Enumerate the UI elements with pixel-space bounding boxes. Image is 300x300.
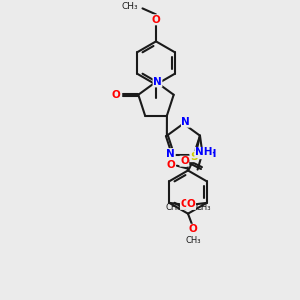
Text: O: O <box>187 200 196 209</box>
Text: O: O <box>188 224 197 234</box>
Text: CH₃: CH₃ <box>165 203 181 212</box>
Text: NH: NH <box>195 148 212 158</box>
Text: O: O <box>152 15 160 25</box>
Text: CH₃: CH₃ <box>185 236 201 245</box>
Text: O: O <box>181 200 189 209</box>
Text: N: N <box>182 117 190 127</box>
Text: N: N <box>167 148 175 159</box>
Text: S: S <box>190 152 197 162</box>
Text: NH: NH <box>199 149 217 159</box>
Text: CH₃: CH₃ <box>122 2 138 11</box>
Text: CH₃: CH₃ <box>195 203 211 212</box>
Text: O: O <box>112 90 121 100</box>
Text: O: O <box>167 160 175 170</box>
Text: N: N <box>153 77 162 87</box>
Text: O: O <box>180 156 189 166</box>
